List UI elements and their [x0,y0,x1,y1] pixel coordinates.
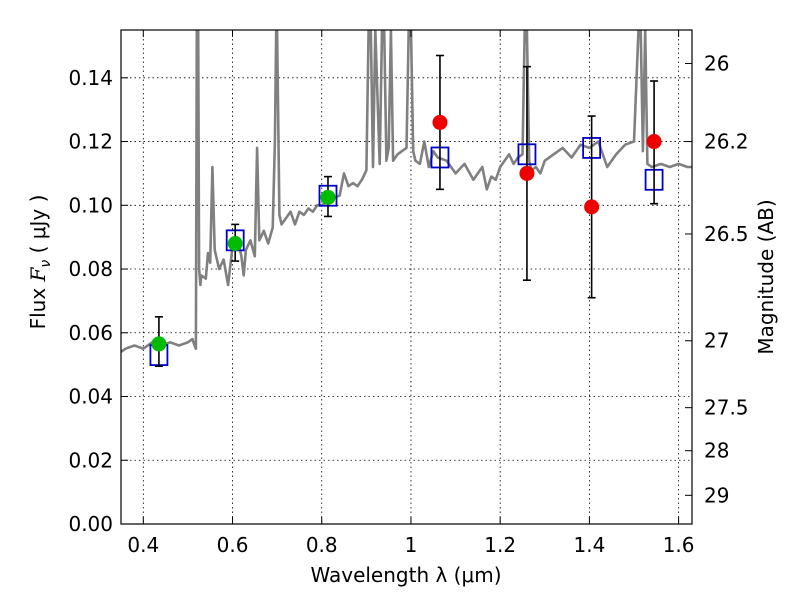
x-tick-label: 0.6 [217,533,249,557]
observed-green-point [151,336,167,352]
y-tick-label: 0.08 [68,257,113,281]
y-tick-label: 0.14 [68,66,113,90]
plot-frame [120,29,693,525]
x-tick-label: 0.4 [127,533,159,557]
y-axis-title-suffix: ( μJy ) [26,195,50,260]
observed-red-point [584,199,600,215]
y-axis-title-prefix: Flux [26,281,50,329]
right-tick-label: 29 [704,483,729,507]
y-axis-title-symbol: F [26,266,50,282]
right-axis-title: Magnitude (AB) [754,199,778,354]
y-tick-label: 0.04 [68,385,113,409]
observed-red-point [646,134,662,150]
observed-green-point [320,189,336,205]
x-tick-label: 1.4 [573,533,605,557]
right-tick-label: 26.2 [704,130,749,154]
spectrum-line [121,30,692,353]
x-tick-label: 1.6 [663,533,695,557]
right-tick-label: 27 [704,329,729,353]
observed-green-point [227,236,243,252]
x-tick-label: 1.2 [484,533,516,557]
y-tick-label: 0.10 [68,193,113,217]
x-tick-label: 0.8 [306,533,338,557]
right-tick-label: 27.5 [704,396,749,420]
y-tick-label: 0.00 [68,512,113,536]
y-tick-label: 0.06 [68,321,113,345]
x-axis-title: Wavelength λ (μm) [310,563,501,587]
data-markers [149,54,664,368]
observed-red-point [432,114,448,130]
axis-ticks [121,30,692,525]
observed-red-point [519,165,535,181]
right-tick-label: 28 [704,439,729,463]
right-tick-label: 26.5 [704,222,749,246]
right-tick-label: 26 [704,51,729,75]
axis-tick-labels: 0.4 0.6 0.8 1 1.2 1.4 1.6 0.00 0.02 0.04 0.06 0.08 0… [68,51,748,557]
y-axis-title-subscript: ν [38,260,54,268]
y-tick-label: 0.12 [68,130,113,154]
y-tick-label: 0.02 [68,448,113,472]
x-tick-label: 1 [405,533,418,557]
y-axis-title: Flux Fν ( μJy ) [26,195,54,330]
